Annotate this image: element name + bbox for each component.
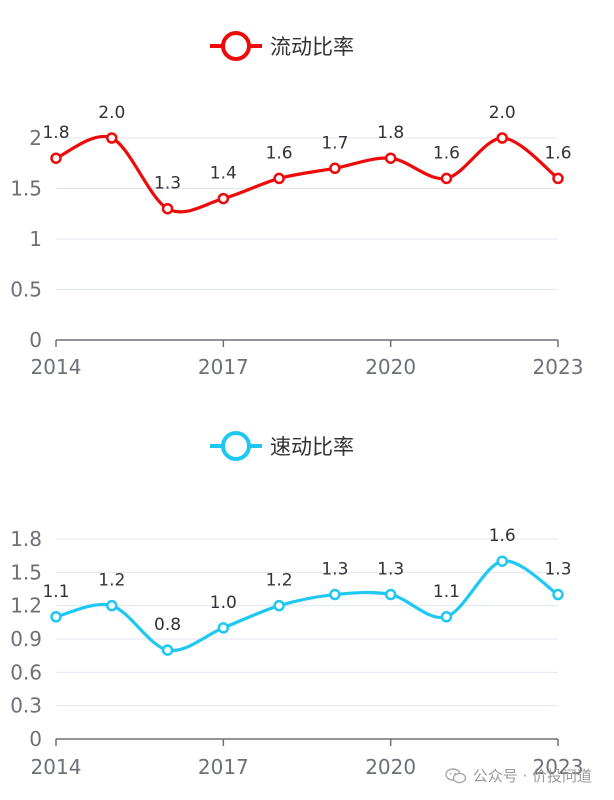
legend: 速动比率 <box>210 431 354 461</box>
data-label: 2.0 <box>98 103 125 123</box>
data-point <box>106 599 118 612</box>
data-point <box>50 611 62 623</box>
x-tick-label: 2023 <box>533 355 584 379</box>
watermark-text: 公众号 · 价投问道 <box>472 767 592 785</box>
x-tick-label: 2017 <box>198 755 249 779</box>
chart-2: 速动比率 0 0.3 0.6 0.9 1.2 1.5 1.8 2014 2017 2020 2023 1… <box>10 431 584 779</box>
data-point <box>440 172 453 185</box>
data-label: 1.3 <box>321 560 348 580</box>
series-line <box>54 134 560 214</box>
data-label: 1.6 <box>266 143 293 163</box>
x-tick-label: 2014 <box>31 355 82 379</box>
y-tick-label: 1.8 <box>10 527 42 551</box>
y-tick-label: 1.2 <box>10 594 42 618</box>
data-point <box>161 202 174 215</box>
data-label: 0.8 <box>154 615 181 635</box>
y-tick-label: 0.9 <box>10 627 42 651</box>
data-label: 1.2 <box>98 571 125 591</box>
y-tick-label: 2 <box>29 126 42 150</box>
y-tick-label: 1.5 <box>10 560 42 584</box>
x-tick-label: 2023 <box>533 755 584 779</box>
y-tick-label: 0.5 <box>10 278 42 302</box>
data-point <box>329 588 341 601</box>
x-axis: 2014 2017 2020 2023 <box>31 738 584 779</box>
data-label: 1.1 <box>42 582 69 602</box>
data-point <box>552 588 564 601</box>
data-point <box>384 152 397 164</box>
data-label: 1.1 <box>433 582 460 602</box>
data-label: 1.0 <box>210 593 237 613</box>
data-point <box>106 132 118 144</box>
data-label: 1.6 <box>489 526 516 546</box>
y-axis: 0 0.5 1 1.5 2 <box>10 126 558 352</box>
data-label: 1.8 <box>377 123 404 143</box>
y-tick-label: 0 <box>29 328 42 352</box>
data-label: 1.3 <box>154 174 181 194</box>
data-point <box>273 172 285 185</box>
legend-marker <box>221 31 251 61</box>
data-label: 1.3 <box>377 560 404 580</box>
y-axis: 0 0.3 0.6 0.9 1.2 1.5 1.8 <box>10 527 558 751</box>
wechat-icon <box>444 767 466 783</box>
series-line <box>54 559 560 653</box>
data-label: 1.6 <box>433 143 460 163</box>
y-tick-label: 1.5 <box>10 177 42 201</box>
data-point <box>440 611 453 623</box>
data-point <box>384 588 397 601</box>
data-point <box>50 152 62 164</box>
data-point <box>217 622 230 634</box>
x-tick-label: 2020 <box>365 755 416 779</box>
x-tick-label: 2020 <box>365 355 416 379</box>
legend: 流动比率 <box>210 31 354 61</box>
y-tick-label: 0.6 <box>10 660 42 684</box>
data-point <box>217 192 230 205</box>
y-tick-label: 1 <box>29 227 42 251</box>
x-tick-label: 2017 <box>198 355 249 379</box>
legend-label: 流动比率 <box>270 35 354 59</box>
data-point <box>552 172 564 185</box>
y-tick-label: 0.3 <box>10 694 42 718</box>
x-axis: 2014 2017 2020 2023 <box>31 339 584 379</box>
chart-1: 流动比率 0 0.5 1 1.5 2 2014 2017 2020 2023 1.8 2.0 1.3 1.… <box>10 31 584 379</box>
x-tick-label: 2014 <box>31 755 82 779</box>
data-point <box>273 599 285 612</box>
data-point <box>329 162 341 175</box>
data-label: 1.3 <box>544 560 571 580</box>
data-label: 2.0 <box>489 103 516 123</box>
data-point <box>496 132 508 144</box>
watermark: 公众号 · 价投问道 <box>444 765 592 786</box>
legend-marker <box>221 431 251 461</box>
data-label: 1.6 <box>544 143 571 163</box>
data-label: 1.8 <box>42 123 69 143</box>
data-label: 1.2 <box>266 571 293 591</box>
data-label: 1.7 <box>321 133 348 153</box>
data-label: 1.4 <box>210 164 237 184</box>
y-tick-label: 0 <box>29 727 42 751</box>
legend-label: 速动比率 <box>270 435 354 459</box>
data-point <box>161 644 174 656</box>
data-point <box>496 555 508 567</box>
